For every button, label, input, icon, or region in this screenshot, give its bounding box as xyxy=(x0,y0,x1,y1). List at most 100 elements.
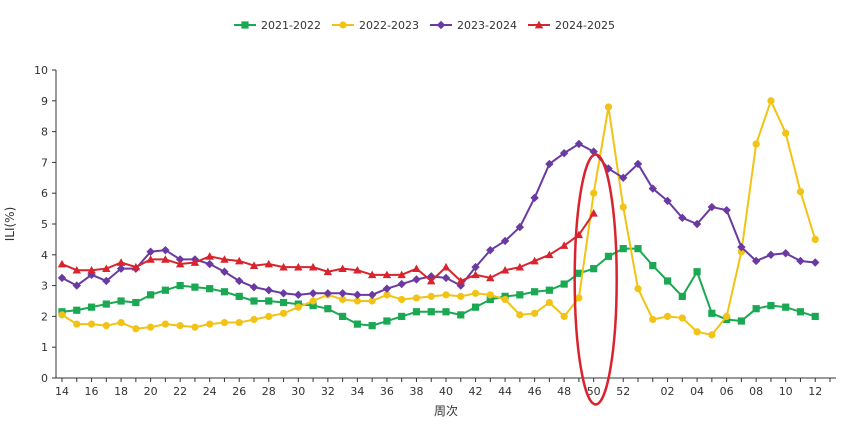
data-point xyxy=(264,259,273,268)
data-point xyxy=(72,281,81,290)
data-point xyxy=(515,262,525,271)
data-point xyxy=(412,308,421,316)
data-point xyxy=(649,261,657,270)
legend-marker xyxy=(339,21,347,29)
series-2024-2025 xyxy=(57,209,598,285)
data-point xyxy=(589,147,598,156)
data-point xyxy=(353,290,362,300)
data-point xyxy=(663,277,672,285)
data-point xyxy=(811,258,820,267)
legend-label: 2024-2025 xyxy=(555,19,615,32)
data-point xyxy=(398,295,406,304)
data-point xyxy=(796,188,805,196)
data-point xyxy=(249,282,259,292)
y-tick-label: 10 xyxy=(34,64,48,77)
data-point xyxy=(545,286,553,294)
legend-item[interactable]: 2021-2022 xyxy=(234,19,321,32)
data-point xyxy=(486,245,495,255)
data-point xyxy=(648,184,657,193)
data-point xyxy=(383,291,391,299)
x-tick-label: 02 xyxy=(661,385,675,398)
legend-item[interactable]: 2023-2024 xyxy=(430,19,517,32)
data-point xyxy=(206,320,214,328)
data-point xyxy=(456,276,465,285)
data-point xyxy=(782,303,790,311)
data-point xyxy=(191,283,199,291)
y-tick-label: 1 xyxy=(41,341,48,354)
data-point xyxy=(457,311,465,319)
data-point xyxy=(323,289,333,298)
data-point xyxy=(73,306,81,314)
data-point xyxy=(500,236,510,246)
data-point xyxy=(309,302,317,310)
data-point xyxy=(235,292,243,300)
data-point xyxy=(294,290,303,300)
y-tick-label: 3 xyxy=(41,280,48,293)
data-point xyxy=(353,320,361,328)
data-point xyxy=(308,262,318,271)
x-tick-label: 28 xyxy=(262,385,276,398)
x-ticks: 14 16 18 20 22 24 26 28 30 32 34 36 38 40 42 44 46 48 50 52… xyxy=(55,378,831,398)
x-tick-label: 12 xyxy=(808,385,822,398)
data-point xyxy=(191,323,199,331)
data-point xyxy=(781,249,790,258)
x-tick-label: 42 xyxy=(469,385,483,398)
data-point xyxy=(279,289,288,298)
x-tick-label: 10 xyxy=(779,385,793,398)
data-point xyxy=(353,266,362,274)
data-point xyxy=(146,247,155,256)
data-point xyxy=(383,317,391,325)
data-point xyxy=(147,323,155,331)
data-point xyxy=(382,270,392,279)
data-point xyxy=(663,196,672,206)
legend-label: 2023-2024 xyxy=(457,19,517,32)
data-point xyxy=(190,258,200,266)
data-point xyxy=(250,315,258,324)
x-tick-label: 34 xyxy=(350,385,364,398)
x-tick-label: 08 xyxy=(749,385,763,398)
data-point xyxy=(692,219,702,229)
annotations xyxy=(573,153,618,406)
data-point xyxy=(324,305,332,313)
data-point xyxy=(146,255,155,263)
data-point xyxy=(604,103,613,111)
data-point xyxy=(367,290,377,300)
data-point xyxy=(205,259,214,269)
data-point xyxy=(427,292,435,300)
legend-item[interactable]: 2022-2023 xyxy=(332,19,419,32)
data-point xyxy=(132,298,140,307)
data-point xyxy=(57,259,67,268)
data-point xyxy=(102,300,110,308)
data-point xyxy=(707,202,717,212)
data-point xyxy=(574,139,584,149)
data-point xyxy=(589,209,598,217)
data-point xyxy=(279,262,288,271)
data-point xyxy=(531,309,539,317)
x-tick-label: 52 xyxy=(616,385,630,398)
data-point xyxy=(722,205,731,215)
data-point xyxy=(308,289,318,298)
series-2022-2023 xyxy=(58,97,819,339)
data-point xyxy=(811,312,819,320)
data-point xyxy=(72,266,81,274)
data-point xyxy=(767,97,775,105)
data-point xyxy=(161,286,169,294)
x-tick-label: 40 xyxy=(439,385,453,398)
data-point xyxy=(678,314,686,322)
data-point xyxy=(634,285,642,293)
y-tick-label: 4 xyxy=(41,249,48,262)
data-point xyxy=(575,269,583,277)
data-point xyxy=(678,213,687,223)
data-point xyxy=(441,262,451,271)
data-point xyxy=(590,189,598,197)
data-point xyxy=(752,140,760,148)
data-point xyxy=(412,294,421,302)
legend-item[interactable]: 2024-2025 xyxy=(528,19,615,32)
data-point xyxy=(176,322,184,330)
data-point xyxy=(353,297,361,305)
series-line xyxy=(61,142,816,296)
y-tick-label: 0 xyxy=(41,372,48,385)
y-axis-title: ILI(%) xyxy=(3,207,17,242)
data-point xyxy=(515,222,525,232)
